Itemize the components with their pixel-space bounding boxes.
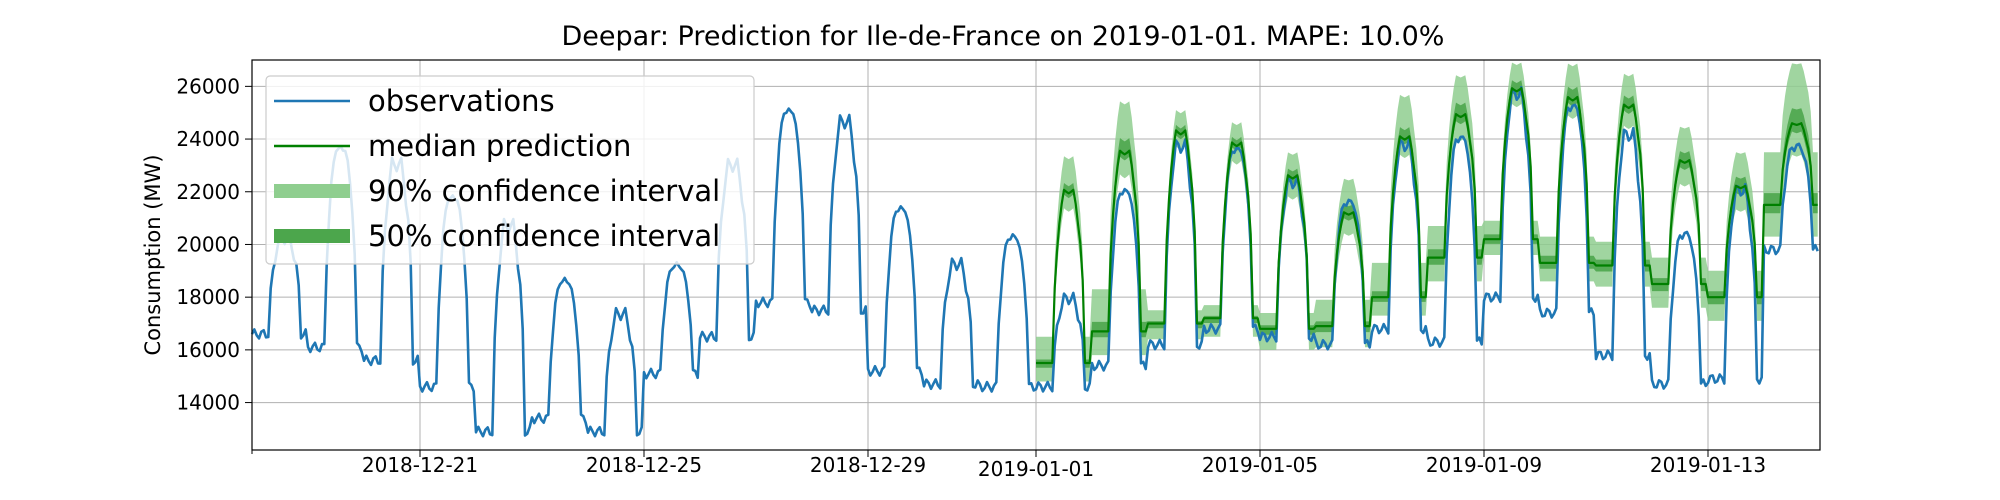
x-tick-label: 2018-12-29 [810,453,926,477]
y-tick-label: 24000 [176,127,240,151]
x-tick-label: 2019-01-01 [978,457,1094,481]
x-axis-ticks: 2018-12-21 2018-12-25 2018-12-29 2019-01-01… [251,450,1766,481]
legend-swatch [274,184,350,198]
legend-item: 50% confidence interval [274,219,720,253]
ci50-band [1036,80,1818,368]
legend-label: median prediction [368,129,631,163]
y-axis-label: Consumption (MW) [141,154,165,355]
y-tick-label: 26000 [176,74,240,98]
y-axis-ticks: 14000 16000 18000 20000 22000 24000 26000 [176,74,252,415]
legend-swatch [274,229,350,243]
legend-item: median prediction [274,129,631,163]
y-tick-label: 14000 [176,391,240,415]
legend-box [265,75,755,265]
legend-item: 90% confidence interval [274,174,720,208]
legend-label: observations [368,84,555,118]
y-tick-label: 16000 [176,338,240,362]
legend-label: 50% confidence interval [368,219,720,253]
y-tick-label: 20000 [176,232,240,256]
chart-title: Deepar: Prediction for Ile-de-France on … [562,21,1445,52]
median-prediction-line [1036,87,1818,365]
x-tick-label: 2018-12-21 [362,453,478,477]
legend: observations median prediction 90% confide… [265,75,755,265]
legend-label: 90% confidence interval [368,174,720,208]
x-tick-label: 2019-01-13 [1650,453,1766,477]
x-tick-label: 2019-01-09 [1426,453,1542,477]
x-tick-label: 2018-12-25 [586,453,702,477]
legend-item: observations [274,84,555,118]
y-tick-label: 18000 [176,285,240,309]
x-tick-label: 2019-01-05 [1202,453,1318,477]
y-tick-label: 22000 [176,180,240,204]
